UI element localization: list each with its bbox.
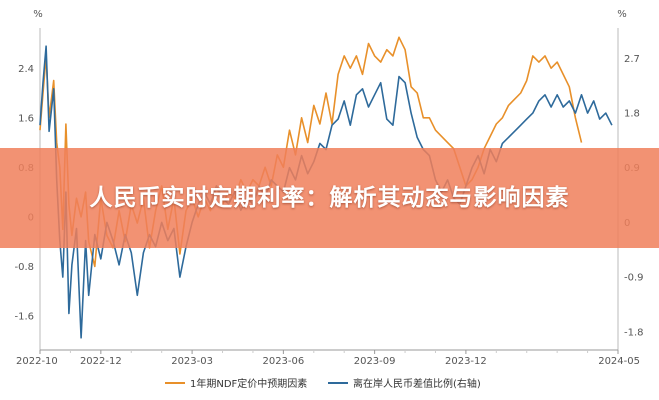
y-left-tick-label: 2.4 bbox=[18, 64, 34, 75]
left-axis-unit: % bbox=[33, 9, 43, 20]
legend-label-spread: 离在岸人民币差值比例(右轴) bbox=[353, 377, 481, 390]
y-right-tick-label: -0.9 bbox=[624, 273, 644, 284]
y-right-tick-label: 2.7 bbox=[624, 54, 640, 65]
legend-label-ndf: 1年期NDF定价中预期因素 bbox=[190, 377, 307, 390]
y-right-tick-label: 1.8 bbox=[624, 109, 640, 120]
x-tick-label: 2024-05 bbox=[598, 356, 640, 367]
x-tick-label: 2023-12 bbox=[445, 356, 487, 367]
x-tick-label: 2023-09 bbox=[354, 356, 396, 367]
title-banner: 人民币实时定期利率：解析其动态与影响因素 bbox=[0, 148, 659, 248]
x-tick-label: 2023-03 bbox=[171, 356, 213, 367]
right-axis-unit: % bbox=[617, 9, 627, 20]
y-left-tick-label: 1.6 bbox=[18, 113, 34, 124]
y-left-tick-label: -0.8 bbox=[14, 262, 34, 273]
x-tick-label: 2023-06 bbox=[262, 356, 304, 367]
y-left-tick-label: -1.6 bbox=[14, 311, 34, 322]
x-axis: 2022-10 2022-12 2023-03 2023-06 2023-09 2023-… bbox=[16, 349, 640, 367]
x-tick-label: 2022-10 bbox=[16, 356, 58, 367]
y-right-tick-label: -1.8 bbox=[624, 327, 644, 338]
x-tick-label: 2022-12 bbox=[80, 356, 122, 367]
legend: 1年期NDF定价中预期因素 离在岸人民币差值比例(右轴) bbox=[165, 377, 481, 390]
page-title: 人民币实时定期利率：解析其动态与影响因素 bbox=[89, 184, 570, 211]
